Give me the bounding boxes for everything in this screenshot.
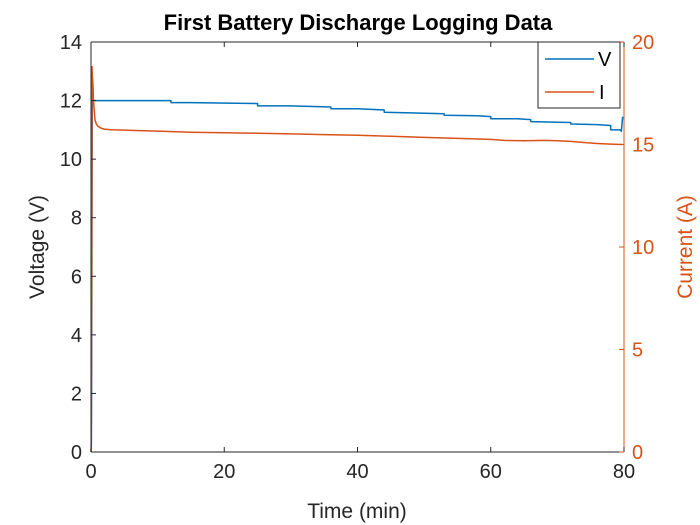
x-tick-label: 80 bbox=[613, 461, 635, 483]
plot-area bbox=[91, 42, 624, 452]
y-tick-label-right: 5 bbox=[632, 340, 643, 362]
series-layer bbox=[90, 65, 624, 453]
y-tick-label-left: 10 bbox=[60, 149, 82, 171]
y-tick-label-left: 14 bbox=[60, 32, 82, 54]
x-axis-title: Time (min) bbox=[307, 500, 407, 523]
y-tick-label-right: 0 bbox=[632, 442, 643, 464]
y-tick-label-left: 12 bbox=[60, 91, 82, 113]
x-tick-label: 20 bbox=[213, 461, 235, 483]
y-axis-left-title: Voltage (V) bbox=[26, 195, 49, 299]
legend-label-v: V bbox=[598, 49, 612, 71]
legend: V I bbox=[537, 41, 621, 109]
y-tick-label-left: 4 bbox=[71, 325, 82, 347]
series-line-v bbox=[90, 76, 624, 453]
y-tick-label-left: 6 bbox=[71, 266, 82, 288]
y-axis-right-title: Current (A) bbox=[674, 195, 697, 299]
y-tick-label-right: 10 bbox=[632, 237, 654, 259]
x-tick-label: 40 bbox=[346, 461, 368, 483]
y-tick-label-left: 8 bbox=[71, 208, 82, 230]
y-tick-label-right: 20 bbox=[632, 32, 654, 54]
y-tick-label-left: 0 bbox=[71, 442, 82, 464]
y-tick-label-right: 15 bbox=[632, 135, 654, 157]
plot-background bbox=[91, 42, 624, 452]
legend-label-i: I bbox=[599, 82, 605, 104]
x-tick-label: 0 bbox=[85, 461, 96, 483]
chart-title: First Battery Discharge Logging Data bbox=[164, 10, 554, 35]
x-tick-label: 60 bbox=[480, 461, 502, 483]
y-tick-label-left: 2 bbox=[71, 383, 82, 405]
series-line-i bbox=[90, 65, 623, 453]
legend-box bbox=[537, 41, 621, 109]
